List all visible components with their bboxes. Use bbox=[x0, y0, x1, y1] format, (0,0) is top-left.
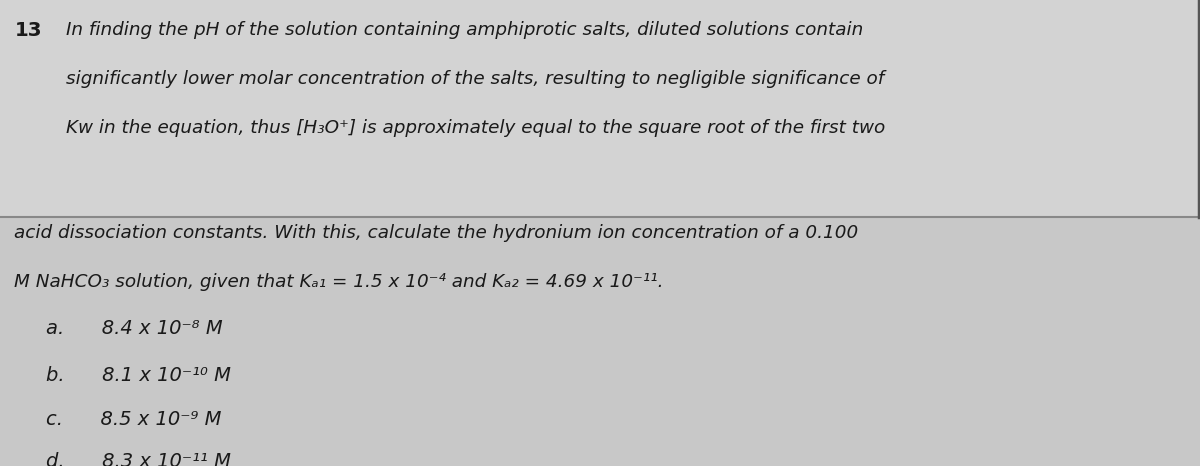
Text: Kw in the equation, thus [H₃O⁺] is approximately equal to the square root of the: Kw in the equation, thus [H₃O⁺] is appro… bbox=[66, 119, 886, 137]
Text: b.      8.1 x 10⁻¹⁰ M: b. 8.1 x 10⁻¹⁰ M bbox=[46, 366, 230, 385]
Text: significantly lower molar concentration of the salts, resulting to negligible si: significantly lower molar concentration … bbox=[66, 70, 884, 88]
FancyBboxPatch shape bbox=[0, 0, 1200, 217]
Text: c.      8.5 x 10⁻⁹ M: c. 8.5 x 10⁻⁹ M bbox=[46, 410, 221, 429]
Text: acid dissociation constants. With this, calculate the hydronium ion concentratio: acid dissociation constants. With this, … bbox=[14, 224, 859, 242]
Text: In finding the pH of the solution containing amphiprotic salts, diluted solution: In finding the pH of the solution contai… bbox=[66, 21, 863, 39]
Text: 13: 13 bbox=[14, 21, 42, 40]
Text: d.      8.3 x 10⁻¹¹ M: d. 8.3 x 10⁻¹¹ M bbox=[46, 452, 230, 466]
Text: M NaHCO₃ solution, given that Kₐ₁ = 1.5 x 10⁻⁴ and Kₐ₂ = 4.69 x 10⁻¹¹.: M NaHCO₃ solution, given that Kₐ₁ = 1.5 … bbox=[14, 273, 664, 291]
Text: a.      8.4 x 10⁻⁸ M: a. 8.4 x 10⁻⁸ M bbox=[46, 319, 222, 338]
